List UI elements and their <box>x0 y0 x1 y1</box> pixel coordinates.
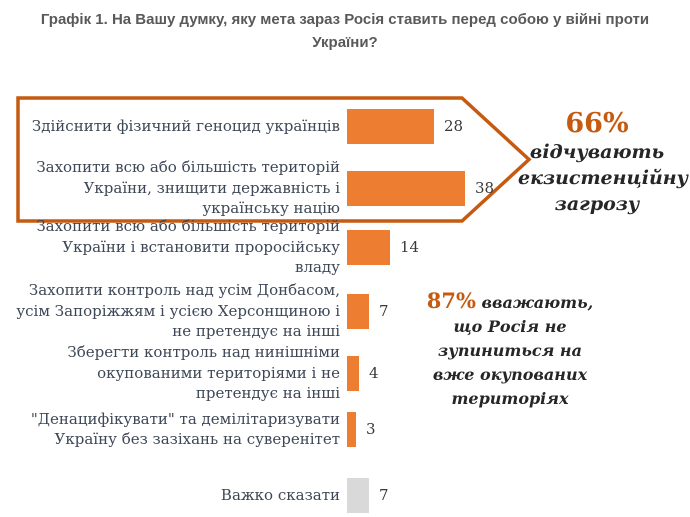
bar-zone: 28 <box>347 108 464 144</box>
value-label: 7 <box>379 486 389 504</box>
chart-row: Зберегти контроль над нинішніми окупован… <box>16 343 379 403</box>
category-label: "Денацифікувати" та демілітаризувати Укр… <box>30 409 340 448</box>
annotation-87-value: 87% <box>426 288 476 313</box>
annotation-66-value: 66% <box>565 108 629 139</box>
value-label: 14 <box>400 238 420 256</box>
annotation-66-text: відчувають екзистенційну загрозу <box>518 141 689 215</box>
bar <box>347 108 434 144</box>
chart-row: Захопити контроль над усім Донбасом, усі… <box>16 281 389 341</box>
chart-row: Захопити всю або більшість територій Укр… <box>16 152 494 224</box>
bar-zone: 4 <box>347 355 379 391</box>
bar <box>347 411 356 447</box>
category-label: Важко сказати <box>220 485 340 504</box>
chart-title: Графік 1. На Вашу думку, яку мета зараз … <box>40 11 650 52</box>
bar-zone: 7 <box>347 477 389 513</box>
category-label: Зберегти контроль над нинішніми окупован… <box>67 343 340 403</box>
value-label: 7 <box>379 302 389 320</box>
annotation-66-percent: 66% відчувають екзистенційну загрозу <box>518 108 688 217</box>
bar <box>347 170 465 206</box>
chart-row: Важко сказати 7 <box>16 477 389 513</box>
category-label: Захопити всю або більшість територій Укр… <box>36 217 340 277</box>
bar <box>347 355 359 391</box>
bar-zone: 38 <box>347 170 495 206</box>
value-label: 4 <box>369 364 379 382</box>
annotation-87-text: вважають, що Росія не зупиниться на вже … <box>432 293 594 408</box>
chart-row: "Денацифікувати" та демілітаризувати Укр… <box>16 406 376 452</box>
annotation-87-percent: 87% вважають, що Росія не зупиниться на … <box>418 288 602 411</box>
bar <box>347 229 390 265</box>
category-label: Захопити контроль над усім Донбасом, усі… <box>16 281 340 341</box>
bar-zone: 14 <box>347 229 420 265</box>
callout-arrow-outline <box>16 96 532 223</box>
value-label: 3 <box>366 420 376 438</box>
bar <box>347 293 369 329</box>
chart-row: Здійснити фізичний геноцид українців 28 <box>16 100 463 152</box>
category-label: Захопити всю або більшість територій Укр… <box>36 158 340 218</box>
value-label: 38 <box>475 179 495 197</box>
bar-zone: 3 <box>347 411 376 447</box>
bar <box>347 477 369 513</box>
chart-row: Захопити всю або більшість територій Укр… <box>16 217 420 276</box>
category-label: Здійснити фізичний геноцид українців <box>31 116 340 135</box>
bar-zone: 7 <box>347 293 389 329</box>
value-label: 28 <box>444 117 464 135</box>
